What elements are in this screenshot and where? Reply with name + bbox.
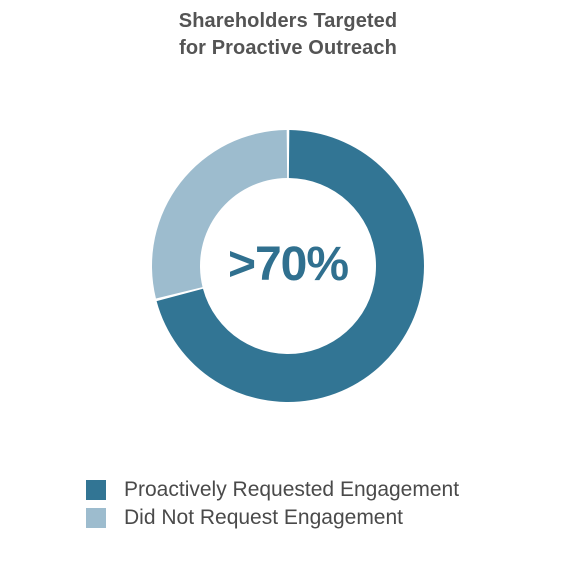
legend-label-requested: Proactively Requested Engagement bbox=[124, 478, 460, 501]
legend-label-not-requested: Did Not Request Engagement bbox=[124, 506, 403, 529]
chart-title: Shareholders Targeted for Proactive Outr… bbox=[0, 8, 576, 62]
legend-item-not-requested: Did Not Request Engagement bbox=[86, 504, 459, 532]
donut-slice-not-requested bbox=[152, 130, 288, 299]
center-percentage-label: >70% bbox=[227, 238, 349, 291]
legend-swatch-not-requested bbox=[86, 508, 106, 528]
chart-title-line-1: Shareholders Targeted bbox=[178, 10, 398, 32]
legend-item-requested: Proactively Requested Engagement bbox=[86, 476, 459, 504]
chart-title-line-2: for Proactive Outreach bbox=[179, 37, 397, 59]
legend-swatch-requested bbox=[86, 480, 106, 500]
chart-legend: Proactively Requested Engagement Did Not… bbox=[86, 476, 459, 532]
donut-slice-requested bbox=[156, 130, 425, 402]
